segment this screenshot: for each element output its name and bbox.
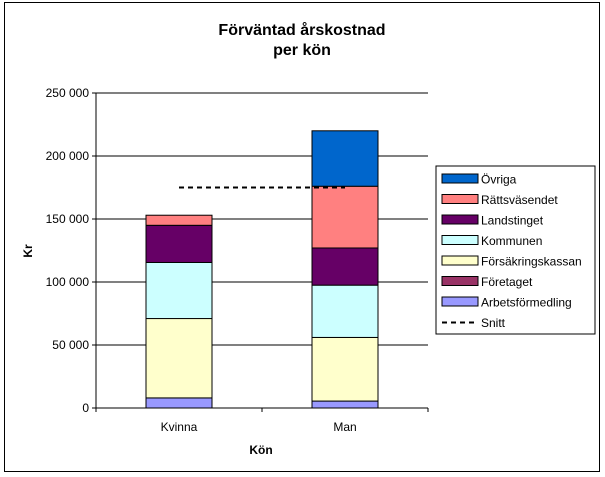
legend-swatch <box>441 173 479 184</box>
bar-segment <box>311 400 379 409</box>
plot-area: 0 50 000 100 000 150 000 200 000 250 000 Kvinn… <box>46 86 429 434</box>
bar-segment <box>145 261 213 320</box>
bar-segment <box>145 397 213 409</box>
y-tick-label: 50 000 <box>52 338 89 352</box>
x-tick-label: Kvinna <box>161 420 198 434</box>
chart-title-line-1: Förväntad årskostnad <box>218 21 385 39</box>
x-axis-title: Kön <box>249 443 272 457</box>
bar-segment <box>145 214 213 226</box>
bar-segment <box>145 224 213 263</box>
legend-label: Försäkringskassan <box>481 255 582 269</box>
legend-label: Rättsväsendet <box>481 193 558 207</box>
y-tick-label: 150 000 <box>46 212 90 226</box>
legend-label: Övriga <box>481 173 517 187</box>
x-tick-label: Man <box>333 420 356 434</box>
y-axis-title: Kr <box>21 244 35 258</box>
bar-segment <box>311 185 379 249</box>
legend-swatch <box>441 194 479 204</box>
bar-segment <box>145 318 213 399</box>
legend-label: Kommunen <box>481 234 542 248</box>
legend-label: Arbetsförmedling <box>481 296 572 310</box>
legend: Övriga Rättsväsendet Landstinget Kommunen Fö… <box>435 165 596 335</box>
y-tick-label: 0 <box>82 401 89 415</box>
legend-swatch <box>441 276 479 286</box>
legend-label: Företaget <box>481 275 533 289</box>
bar-segment <box>311 247 379 286</box>
legend-swatch <box>441 235 479 245</box>
legend-swatch <box>441 296 479 307</box>
legend-swatch <box>441 255 479 266</box>
legend-label: Landstinget <box>481 214 544 228</box>
chart-title-line-2: per kön <box>273 42 331 59</box>
legend-label: Snitt <box>481 316 506 330</box>
y-tick-label: 250 000 <box>46 86 90 100</box>
bar-segment <box>311 284 379 338</box>
y-tick-label: 200 000 <box>46 149 90 163</box>
y-tick-label: 100 000 <box>46 275 90 289</box>
bar-segment <box>311 130 379 187</box>
legend-swatch <box>441 214 479 225</box>
bar-segment <box>311 336 379 402</box>
